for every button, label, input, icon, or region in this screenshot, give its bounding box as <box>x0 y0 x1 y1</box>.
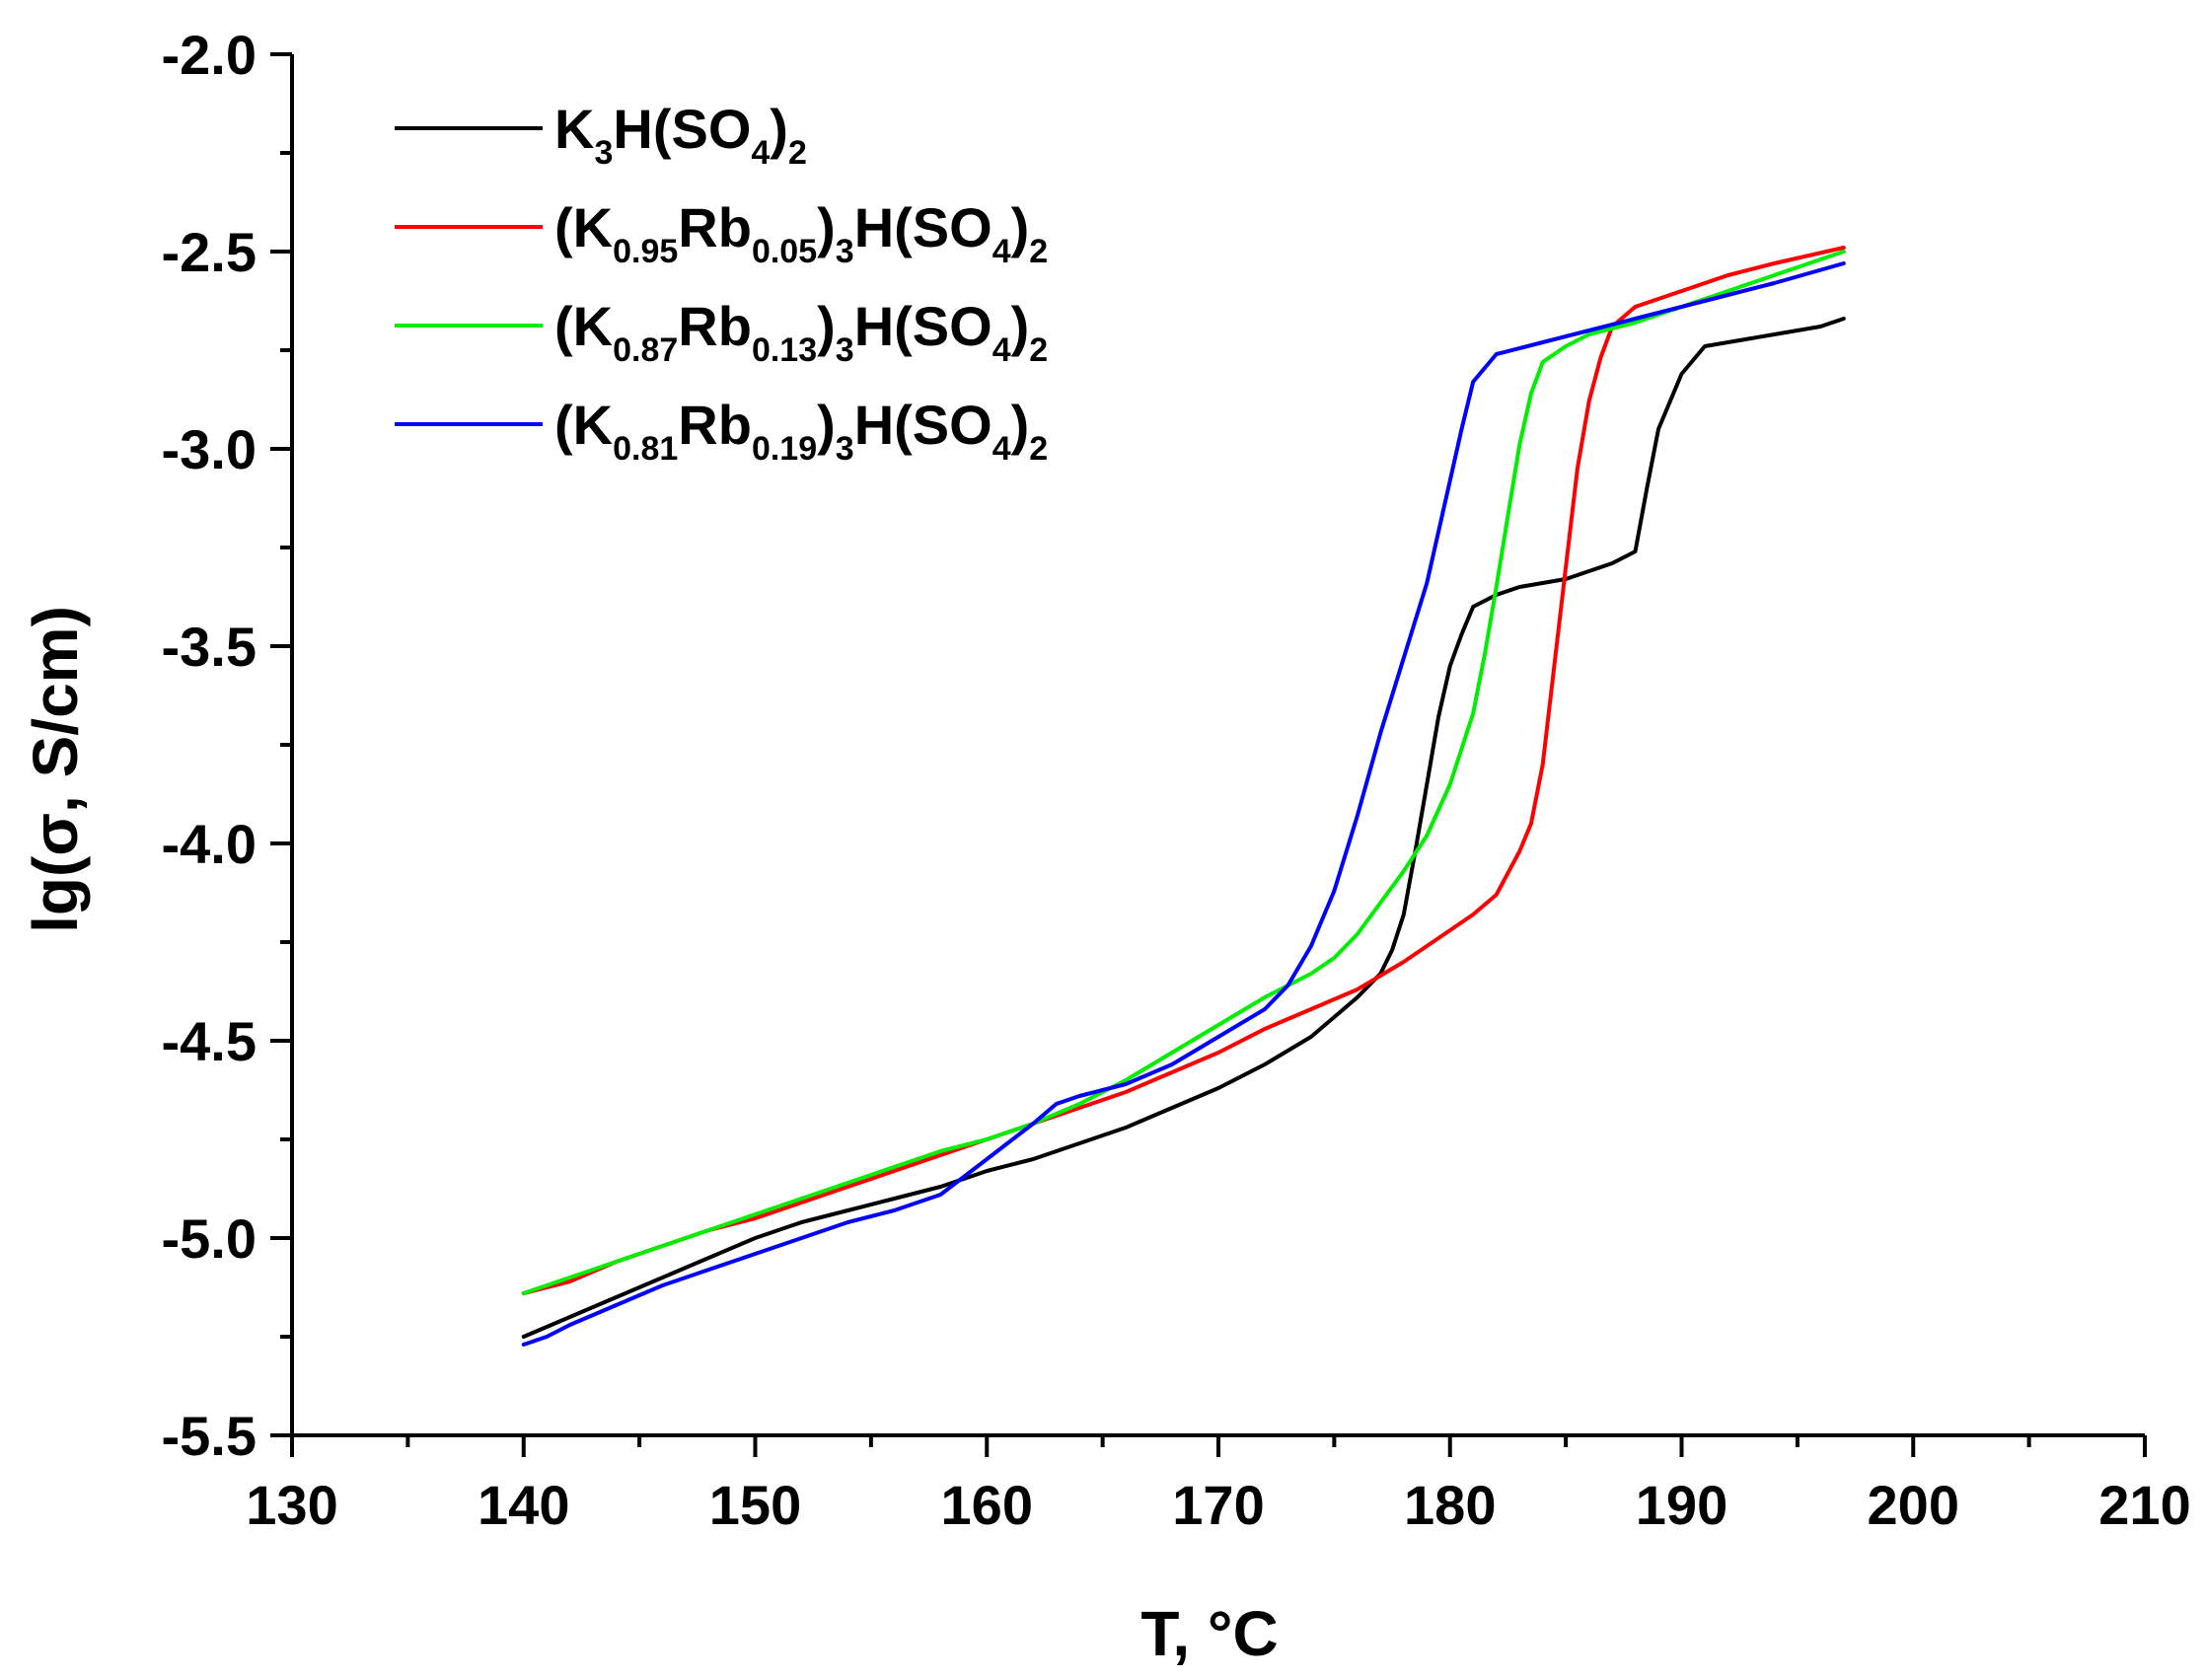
y-tick-label: -4.5 <box>162 1010 257 1072</box>
legend: K3H(SO4)2 (K0.95Rb0.05)3H(SO4)2 (K0.87Rb0.… <box>395 98 1048 468</box>
series-line-3 <box>521 250 1846 1295</box>
x-tick-label: 210 <box>2098 1474 2190 1536</box>
series-line-4 <box>521 261 1846 1347</box>
x-tick-label: 140 <box>478 1474 569 1536</box>
y-axis-title: lg(σ, S/cm) <box>20 606 91 933</box>
series-layer <box>521 246 1846 1347</box>
x-tick-label: 190 <box>1636 1474 1727 1536</box>
series-line-1 <box>521 317 1846 1339</box>
legend-label-2: (K0.95Rb0.05)3H(SO4)2 <box>554 196 1048 270</box>
y-tick-label: -5.5 <box>162 1405 257 1467</box>
y-tick-label: -3.5 <box>162 616 257 678</box>
x-tick-label: 160 <box>941 1474 1033 1536</box>
x-tick-label: 130 <box>246 1474 337 1536</box>
y-tick-label: -5.0 <box>162 1207 257 1270</box>
x-tick-label: 200 <box>1868 1474 1959 1536</box>
x-tick-label: 170 <box>1172 1474 1264 1536</box>
x-tick-label: 150 <box>709 1474 801 1536</box>
y-tick-label: -2.0 <box>162 24 257 86</box>
axes: 130 140 150 160 170 180 190 200 210 -2.0 -2.5 -3.0 -… <box>162 24 2191 1536</box>
legend-label-1: K3H(SO4)2 <box>554 98 807 172</box>
x-tick-label: 180 <box>1404 1474 1496 1536</box>
series-line-2 <box>521 246 1846 1295</box>
legend-label-4: (K0.81Rb0.19)3H(SO4)2 <box>554 394 1048 468</box>
legend-label-3: (K0.87Rb0.13)3H(SO4)2 <box>554 295 1048 369</box>
y-tick-label: -3.0 <box>162 418 257 480</box>
x-axis-title: T, °C <box>1140 1598 1278 1669</box>
y-tick-label: -4.0 <box>162 813 257 875</box>
y-tick-label: -2.5 <box>162 221 257 283</box>
